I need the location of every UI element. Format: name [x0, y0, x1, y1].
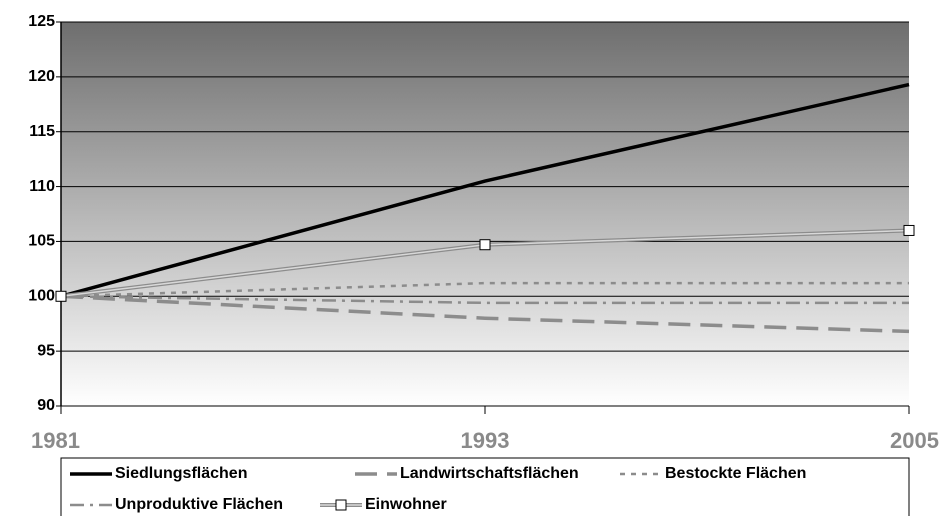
- legend-label: Bestockte Flächen: [665, 465, 806, 482]
- point-marker: [55, 290, 67, 302]
- legend-label: Unproduktive Flächen: [115, 496, 283, 513]
- series-line: [60, 295, 909, 305]
- point-marker: [479, 239, 491, 251]
- point-marker: [903, 224, 915, 236]
- y-tick-label: 100: [28, 288, 55, 305]
- y-tick-label: 125: [28, 13, 55, 30]
- y-tick-label: 120: [28, 68, 55, 85]
- y-tick-label: 90: [37, 397, 55, 414]
- series-line: [60, 281, 909, 298]
- plot-background: [61, 22, 909, 406]
- x-tick-label: 1993: [461, 428, 510, 453]
- y-tick-label: 105: [28, 233, 55, 250]
- y-tick-label: 110: [29, 178, 55, 195]
- legend-box: [60, 457, 910, 516]
- y-tick-label: 95: [37, 342, 55, 359]
- series-line: [60, 294, 910, 334]
- legend-label: Siedlungsflächen: [115, 465, 247, 482]
- legend-label: Landwirtschaftsflächen: [400, 465, 579, 482]
- series-line: [60, 82, 910, 298]
- y-tick-label: 115: [29, 123, 55, 140]
- legend-label: Einwohner: [365, 496, 447, 513]
- x-tick-label: 2005: [890, 428, 939, 453]
- x-tick-label: 1981: [31, 428, 80, 453]
- legend-marker: [335, 499, 347, 511]
